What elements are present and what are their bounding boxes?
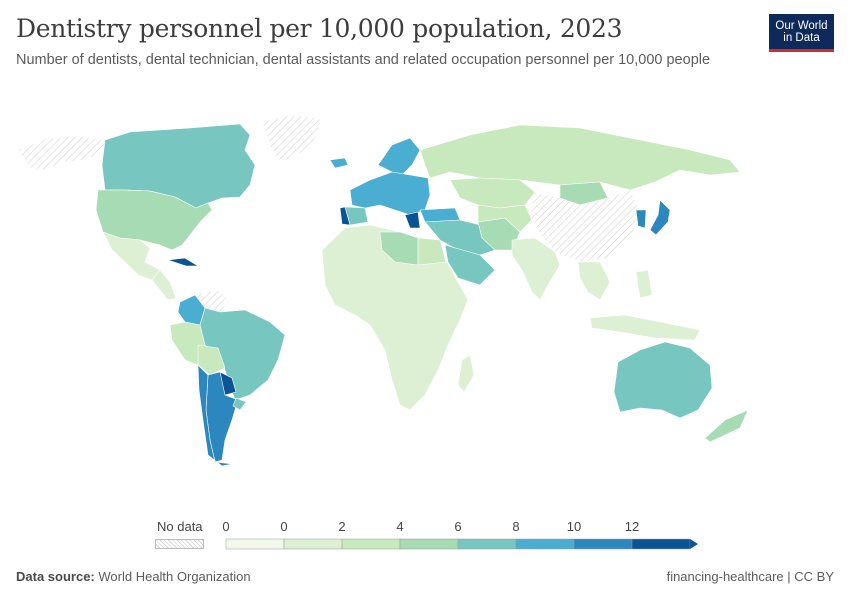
legend-tick-label: 8 xyxy=(512,519,519,534)
legend-no-data-swatch xyxy=(155,539,204,549)
map-region-southeast-asia[interactable] xyxy=(577,261,611,301)
map-region-new-zealand[interactable] xyxy=(704,409,749,443)
map-region-turkey[interactable] xyxy=(419,207,461,223)
logo-line-1: Our World xyxy=(775,20,828,32)
legend-tick-label: 0 xyxy=(280,519,287,534)
map-region-iceland[interactable] xyxy=(329,157,349,169)
legend-color-bar: 0 0 2 4 6 8 10 12 xyxy=(222,519,698,550)
map-region-korea[interactable] xyxy=(635,209,647,229)
map-region-alaska[interactable] xyxy=(17,135,106,171)
map-region-philippines[interactable] xyxy=(635,269,653,299)
legend-tick-label: 0 xyxy=(222,519,229,534)
legend-arrow xyxy=(690,539,698,549)
legend-bin-swatch[interactable] xyxy=(515,538,575,550)
map-region-central-asia[interactable] xyxy=(477,204,533,233)
legend-no-data-label: No data xyxy=(157,519,203,534)
data-source-label: Data source: xyxy=(16,569,95,584)
map-region-bolivia[interactable] xyxy=(197,344,226,376)
legend-tick-label: 4 xyxy=(396,519,403,534)
map-region-china[interactable] xyxy=(529,189,641,263)
map-region-chile[interactable] xyxy=(197,364,233,467)
legend-tick-label: 10 xyxy=(567,519,581,534)
legend-tick-label: 6 xyxy=(454,519,461,534)
map-region-central-america[interactable] xyxy=(151,269,177,301)
chart-title: Dentistry personnel per 10,000 populatio… xyxy=(16,14,623,43)
legend-bin-swatch[interactable] xyxy=(631,538,691,550)
map-region-africa[interactable] xyxy=(321,224,469,411)
map-region-scandinavia[interactable] xyxy=(377,137,421,176)
legend-bin-swatch[interactable] xyxy=(225,538,285,550)
map-region-kazakhstan[interactable] xyxy=(449,177,536,209)
map-region-madagascar[interactable] xyxy=(457,354,475,393)
legend-bin-swatch[interactable] xyxy=(573,538,633,550)
legend: No data 0 0 2 4 6 8 10 12 xyxy=(0,515,850,555)
legend-tick-label: 2 xyxy=(338,519,345,534)
map-region-cuba[interactable] xyxy=(167,257,199,267)
map-region-india[interactable] xyxy=(511,237,561,301)
world-map xyxy=(17,114,749,467)
map-region-indonesia[interactable] xyxy=(589,314,701,341)
legend-bin-swatch[interactable] xyxy=(283,538,343,550)
legend-bin-swatch[interactable] xyxy=(457,538,517,550)
license-info[interactable]: financing-healthcare | CC BY xyxy=(666,569,834,584)
data-source-link[interactable]: World Health Organization xyxy=(98,569,251,584)
map-region-saudi-arabia[interactable] xyxy=(444,244,496,286)
legend-bin-swatch[interactable] xyxy=(399,538,459,550)
map-region-greenland[interactable] xyxy=(261,114,321,161)
map-region-japan[interactable] xyxy=(649,199,671,236)
chart-subtitle: Number of dentists, dental technician, d… xyxy=(16,52,711,68)
map-region-greece[interactable] xyxy=(404,211,421,229)
map-region-australia[interactable] xyxy=(613,341,713,419)
owid-logo[interactable]: Our World in Data xyxy=(769,14,834,52)
map-region-egypt[interactable] xyxy=(417,237,447,266)
map-region-russia[interactable] xyxy=(419,124,741,191)
legend-bin-swatch[interactable] xyxy=(341,538,401,550)
map-region-uruguay[interactable] xyxy=(232,397,247,411)
legend-tick-label: 12 xyxy=(625,519,639,534)
logo-line-2: in Data xyxy=(783,32,820,44)
map-region-portugal[interactable] xyxy=(339,206,351,226)
data-source: Data source: World Health Organization xyxy=(16,569,251,584)
